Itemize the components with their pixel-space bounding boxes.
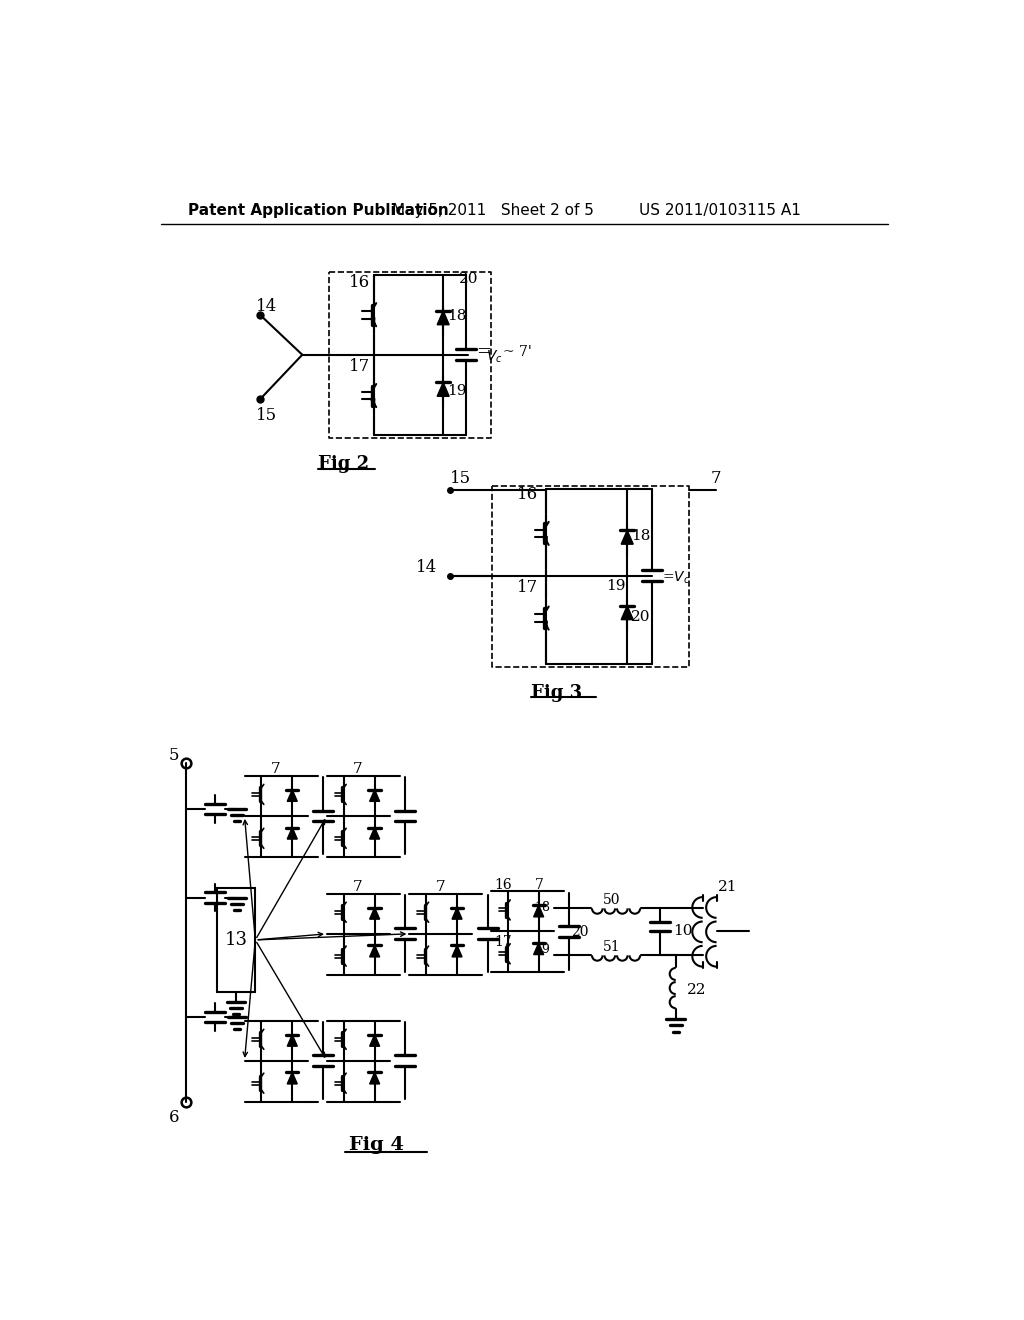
Polygon shape xyxy=(437,383,450,396)
Text: 16: 16 xyxy=(517,486,539,503)
Text: 14: 14 xyxy=(416,558,436,576)
Text: 16: 16 xyxy=(495,878,512,891)
Text: US 2011/0103115 A1: US 2011/0103115 A1 xyxy=(639,203,801,218)
Text: 7: 7 xyxy=(353,880,362,894)
Text: 17: 17 xyxy=(517,578,539,595)
Text: 18: 18 xyxy=(535,900,551,913)
Polygon shape xyxy=(534,906,544,917)
Text: 20: 20 xyxy=(571,925,589,940)
Text: Fig 2: Fig 2 xyxy=(317,455,369,473)
Text: 22: 22 xyxy=(687,983,707,997)
Text: 20: 20 xyxy=(631,610,650,624)
Polygon shape xyxy=(622,606,633,619)
Text: 6: 6 xyxy=(169,1109,179,1126)
Text: $V_c$: $V_c$ xyxy=(485,348,502,366)
Text: 5: 5 xyxy=(169,747,179,764)
Text: 15: 15 xyxy=(451,470,471,487)
Text: 10: 10 xyxy=(673,924,692,939)
Text: 21: 21 xyxy=(718,880,737,894)
Polygon shape xyxy=(534,942,544,954)
Bar xyxy=(217,888,255,993)
Text: =$V_c$: =$V_c$ xyxy=(662,570,690,586)
Polygon shape xyxy=(437,312,450,325)
Polygon shape xyxy=(622,531,633,544)
Text: 18: 18 xyxy=(631,529,650,543)
Text: 51: 51 xyxy=(602,940,621,954)
Polygon shape xyxy=(452,945,462,957)
Text: 18: 18 xyxy=(447,309,466,322)
Text: Fig 3: Fig 3 xyxy=(531,684,582,701)
Polygon shape xyxy=(452,908,462,919)
Text: 7: 7 xyxy=(353,762,362,776)
Text: 13: 13 xyxy=(224,932,248,949)
Text: ~ 7': ~ 7' xyxy=(503,345,532,359)
Text: 15: 15 xyxy=(256,407,278,424)
Polygon shape xyxy=(370,945,380,957)
Text: 16: 16 xyxy=(349,275,371,290)
Text: 19: 19 xyxy=(447,384,467,399)
Polygon shape xyxy=(370,1072,380,1084)
Polygon shape xyxy=(370,789,380,801)
Text: Patent Application Publication: Patent Application Publication xyxy=(188,203,450,218)
Polygon shape xyxy=(370,1035,380,1047)
Polygon shape xyxy=(288,1072,297,1084)
Polygon shape xyxy=(288,1035,297,1047)
Polygon shape xyxy=(370,828,380,840)
Polygon shape xyxy=(288,828,297,840)
Text: 7: 7 xyxy=(435,880,444,894)
Text: 20: 20 xyxy=(459,272,478,286)
Polygon shape xyxy=(288,789,297,801)
Text: 19: 19 xyxy=(605,578,625,593)
Text: Fig 4: Fig 4 xyxy=(349,1137,404,1154)
Text: May 5, 2011   Sheet 2 of 5: May 5, 2011 Sheet 2 of 5 xyxy=(392,203,594,218)
Text: 17: 17 xyxy=(495,935,513,949)
Text: 50: 50 xyxy=(602,892,621,907)
Text: 7: 7 xyxy=(270,762,281,776)
Text: 19: 19 xyxy=(535,942,551,956)
Text: =: = xyxy=(476,343,492,360)
Polygon shape xyxy=(370,908,380,919)
Text: 7: 7 xyxy=(535,878,544,891)
Text: 14: 14 xyxy=(256,298,278,314)
Text: 17: 17 xyxy=(349,358,371,375)
Text: 7: 7 xyxy=(711,470,721,487)
